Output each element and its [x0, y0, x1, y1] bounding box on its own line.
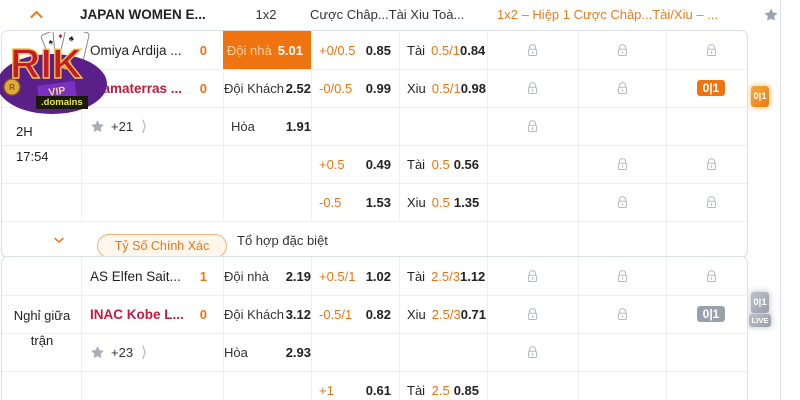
svg-text:RIK: RIK — [10, 40, 82, 87]
